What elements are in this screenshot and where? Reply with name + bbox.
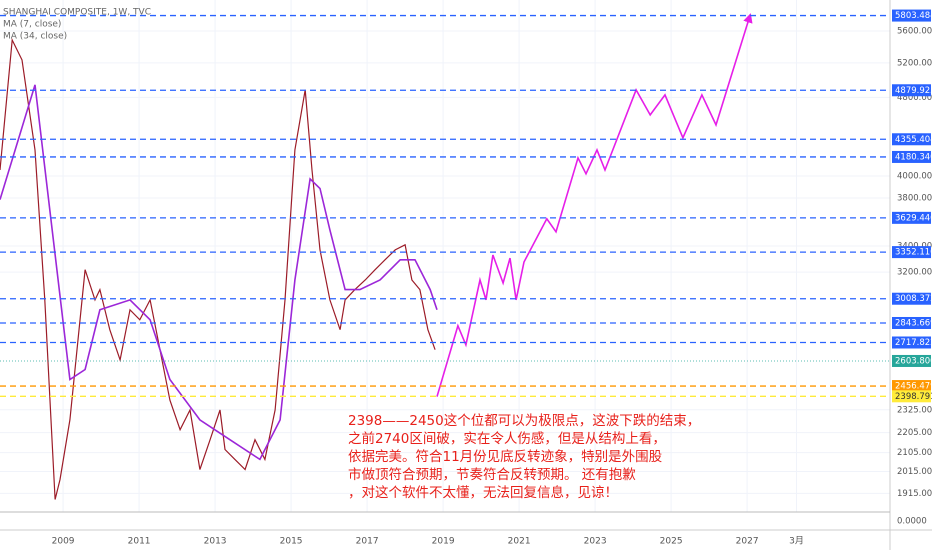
level-label: 3352.116 <box>895 248 932 258</box>
level-label-box <box>892 9 931 22</box>
level-label: 2717.822 <box>895 338 932 348</box>
y-tick-label: 3800.000 <box>897 194 932 204</box>
level-label-box <box>892 292 931 305</box>
level-label-box <box>892 150 931 163</box>
annotation-line: 之前2740区间破，实在令人伤感，但是从结构上看， <box>348 430 666 447</box>
annotation-line: 市做顶符合预期，节奏符合反转预期。 还有抱歉 <box>348 466 636 483</box>
level-label: 2456.479 <box>895 382 932 392</box>
level-label-box <box>892 133 931 146</box>
plot-area <box>0 13 890 500</box>
y-tick-label: 1915.000 <box>897 489 932 499</box>
level-label: 4355.404 <box>895 135 932 145</box>
annotation-line: 依据完美。符合11月份见底反转迹象，特别是外围股 <box>348 449 663 465</box>
x-tick-label: 2025 <box>660 537 683 547</box>
level-label: 2843.669 <box>895 318 932 328</box>
x-tick-label: 2013 <box>204 537 227 547</box>
x-tick-label: 2011 <box>128 537 151 547</box>
series-line <box>0 37 436 500</box>
y-tick-label: 4000.000 <box>897 171 932 181</box>
y-tick-label: 3200.000 <box>897 268 932 278</box>
x-tick-label: 2023 <box>584 537 607 547</box>
x-tick-label: 2015 <box>280 537 303 547</box>
level-label: 4879.925 <box>895 86 932 96</box>
level-label-box <box>892 380 931 393</box>
level-label: 5803.484 <box>895 11 932 21</box>
x-tick-label: 2009 <box>52 537 75 547</box>
level-label: 2398.791 <box>895 392 932 402</box>
grid <box>0 0 890 512</box>
level-label-box <box>892 390 931 403</box>
legend-entry: MA (7, close) <box>3 20 61 30</box>
series-line <box>0 84 438 461</box>
annotation-line: ，对这个软件不太懂，无法回复信息，见谅！ <box>348 484 618 501</box>
level-label: 3008.372 <box>895 294 932 304</box>
level-label-box <box>892 316 931 329</box>
x-tick-label: 2017 <box>356 537 379 547</box>
y-tick-label: 2105.000 <box>897 448 932 458</box>
x-tick-label: 3月 <box>789 536 804 547</box>
level-label-box <box>892 354 931 367</box>
level-label-box <box>892 84 931 97</box>
y-tick-label: 2205.000 <box>897 428 932 438</box>
level-label-box <box>892 336 931 349</box>
volume-axis-label: 0.0000 <box>897 517 927 527</box>
x-tick-label: 2027 <box>736 537 759 547</box>
axes: 5600.000 5200.000 4800.000 4000.000 3800.000… <box>52 9 932 547</box>
level-label-box <box>892 211 931 224</box>
level-label: 2603.800 <box>895 356 932 366</box>
projection-line <box>436 13 753 397</box>
y-tick-label: 4800.000 <box>897 93 932 103</box>
annotation-line: 2398——2450这个位都可以为极限点，这波下跌的结束， <box>348 412 700 429</box>
level-label: 3629.446 <box>895 213 932 223</box>
y-tick-label: 5200.000 <box>897 58 932 68</box>
y-tick-label: 5600.000 <box>897 26 932 36</box>
level-label-box <box>892 246 931 259</box>
x-tick-label: 2019 <box>432 537 455 547</box>
chart-title: SHANGHAI COMPOSITE, 1W, TVC <box>3 8 151 18</box>
y-tick-label: 2325.000 <box>897 405 932 415</box>
x-tick-label: 2021 <box>508 537 531 547</box>
legend-entry: MA (34, close) <box>3 32 67 42</box>
y-tick-label: 2015.000 <box>897 467 932 477</box>
level-label: 4180.340 <box>895 152 932 162</box>
